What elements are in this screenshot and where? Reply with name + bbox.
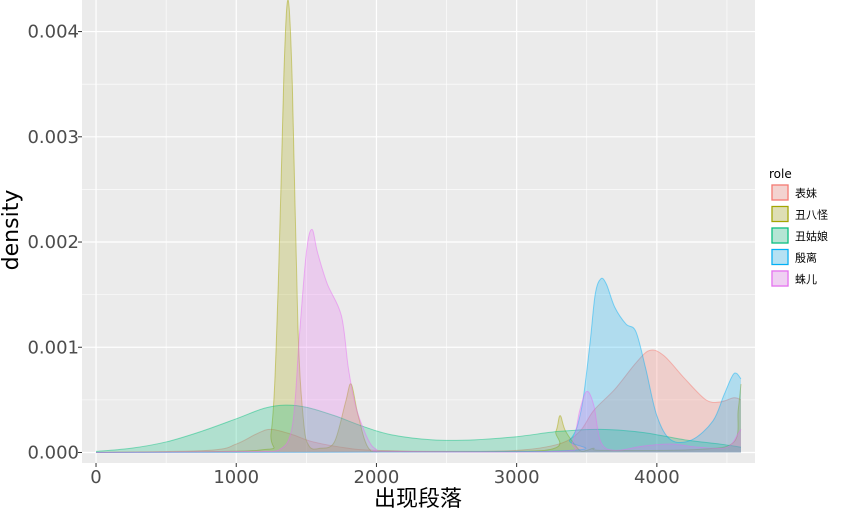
legend-item: 蛛儿 [771,270,817,287]
legend-label: 丑八怪 [795,208,828,222]
legend-label: 表妹 [795,186,817,200]
legend-key [771,205,789,223]
density-line-series-5 [96,228,742,453]
y-tick-label: 0.004 [27,22,79,43]
minor-gridlines [82,0,755,463]
density-area-series-3 [96,405,741,453]
legend-swatch [771,270,789,287]
y-tick-label: 0.001 [27,337,79,358]
y-axis: 0.000 0.001 0.002 0.003 0.004 [27,22,82,463]
x-tick-label: 2000 [354,467,400,488]
legend-swatch [771,205,789,223]
legend-title: role [769,167,792,181]
y-axis-title: density [0,190,24,271]
legend-key [771,270,789,287]
density-line-series-1 [96,349,742,453]
legend-label: 殷离 [795,251,817,265]
x-tick-label: 1000 [213,467,259,488]
x-axis: 0 1000 2000 3000 4000 [90,463,680,488]
plot-panel [82,0,755,463]
density-line-series-4 [96,277,742,453]
density-line-series-2 [96,0,742,453]
legend-swatch [771,227,789,244]
y-tick-label: 0.000 [27,442,79,463]
legend-key [771,227,789,244]
legend-swatch [771,184,789,201]
legend-label: 蛛儿 [795,272,817,286]
legend-item: 殷离 [771,248,817,266]
legend-item: 丑八怪 [771,205,828,223]
density-area-series-1 [96,350,741,453]
density-line-series-3 [95,404,742,452]
density-areas [95,0,742,453]
density-area-series-4 [96,278,741,453]
legend-key [771,248,789,266]
y-tick-label: 0.003 [27,127,79,148]
y-tick-label: 0.002 [27,232,79,253]
x-axis-title: 出现段落 [374,487,462,512]
legend-item: 丑姑娘 [771,227,828,244]
x-tick-label: 4000 [634,467,680,488]
legend-swatch [771,248,789,266]
x-tick-label: 3000 [494,467,540,488]
x-tick-label: 0 [90,467,101,488]
major-gridlines [82,0,755,463]
legend-label: 丑姑娘 [795,229,828,243]
legend-item: 表妹 [771,184,817,201]
legend-key [771,184,789,201]
